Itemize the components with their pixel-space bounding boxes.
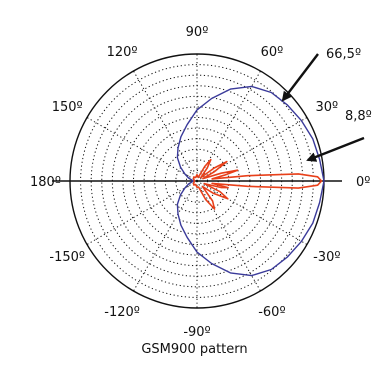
grid-spoke xyxy=(86,180,198,245)
grid-spoke xyxy=(196,180,261,292)
angle-tick-label: 60º xyxy=(261,45,284,60)
series-layer xyxy=(176,85,325,277)
pattern-curve-2 xyxy=(192,158,323,210)
annotations: 66,5º 8,8º xyxy=(281,47,372,162)
pattern-curve-1 xyxy=(176,85,325,277)
annotation-label-1: 66,5º xyxy=(326,47,361,62)
annotation-label-2: 8,8º xyxy=(345,109,372,124)
angle-tick-label: -90º xyxy=(183,325,210,340)
angle-tick-label: -150º xyxy=(49,250,85,265)
angle-tick-label: 120º xyxy=(107,45,138,60)
annotation-arrow-1 xyxy=(281,53,319,102)
angle-tick-label: -120º xyxy=(104,305,140,320)
chart-caption: GSM900 pattern xyxy=(141,342,248,357)
grid-spoke xyxy=(196,180,308,245)
angle-tick-label: 180º xyxy=(30,175,61,190)
angle-tick-label: 150º xyxy=(52,100,83,115)
grid-spoke xyxy=(133,180,198,292)
angle-tick-labels: 0º 30º 60º 90º 120º 150º 180º -150º -120º -90º -60… xyxy=(30,25,370,340)
angle-tick-label: -30º xyxy=(313,250,340,265)
angle-tick-label: 30º xyxy=(315,100,338,115)
angle-tick-label: -60º xyxy=(258,305,285,320)
angle-tick-label: 0º xyxy=(356,175,370,190)
angle-tick-label: 90º xyxy=(186,25,209,40)
annotation-arrow-2 xyxy=(306,136,365,162)
grid-spoke xyxy=(133,70,198,182)
